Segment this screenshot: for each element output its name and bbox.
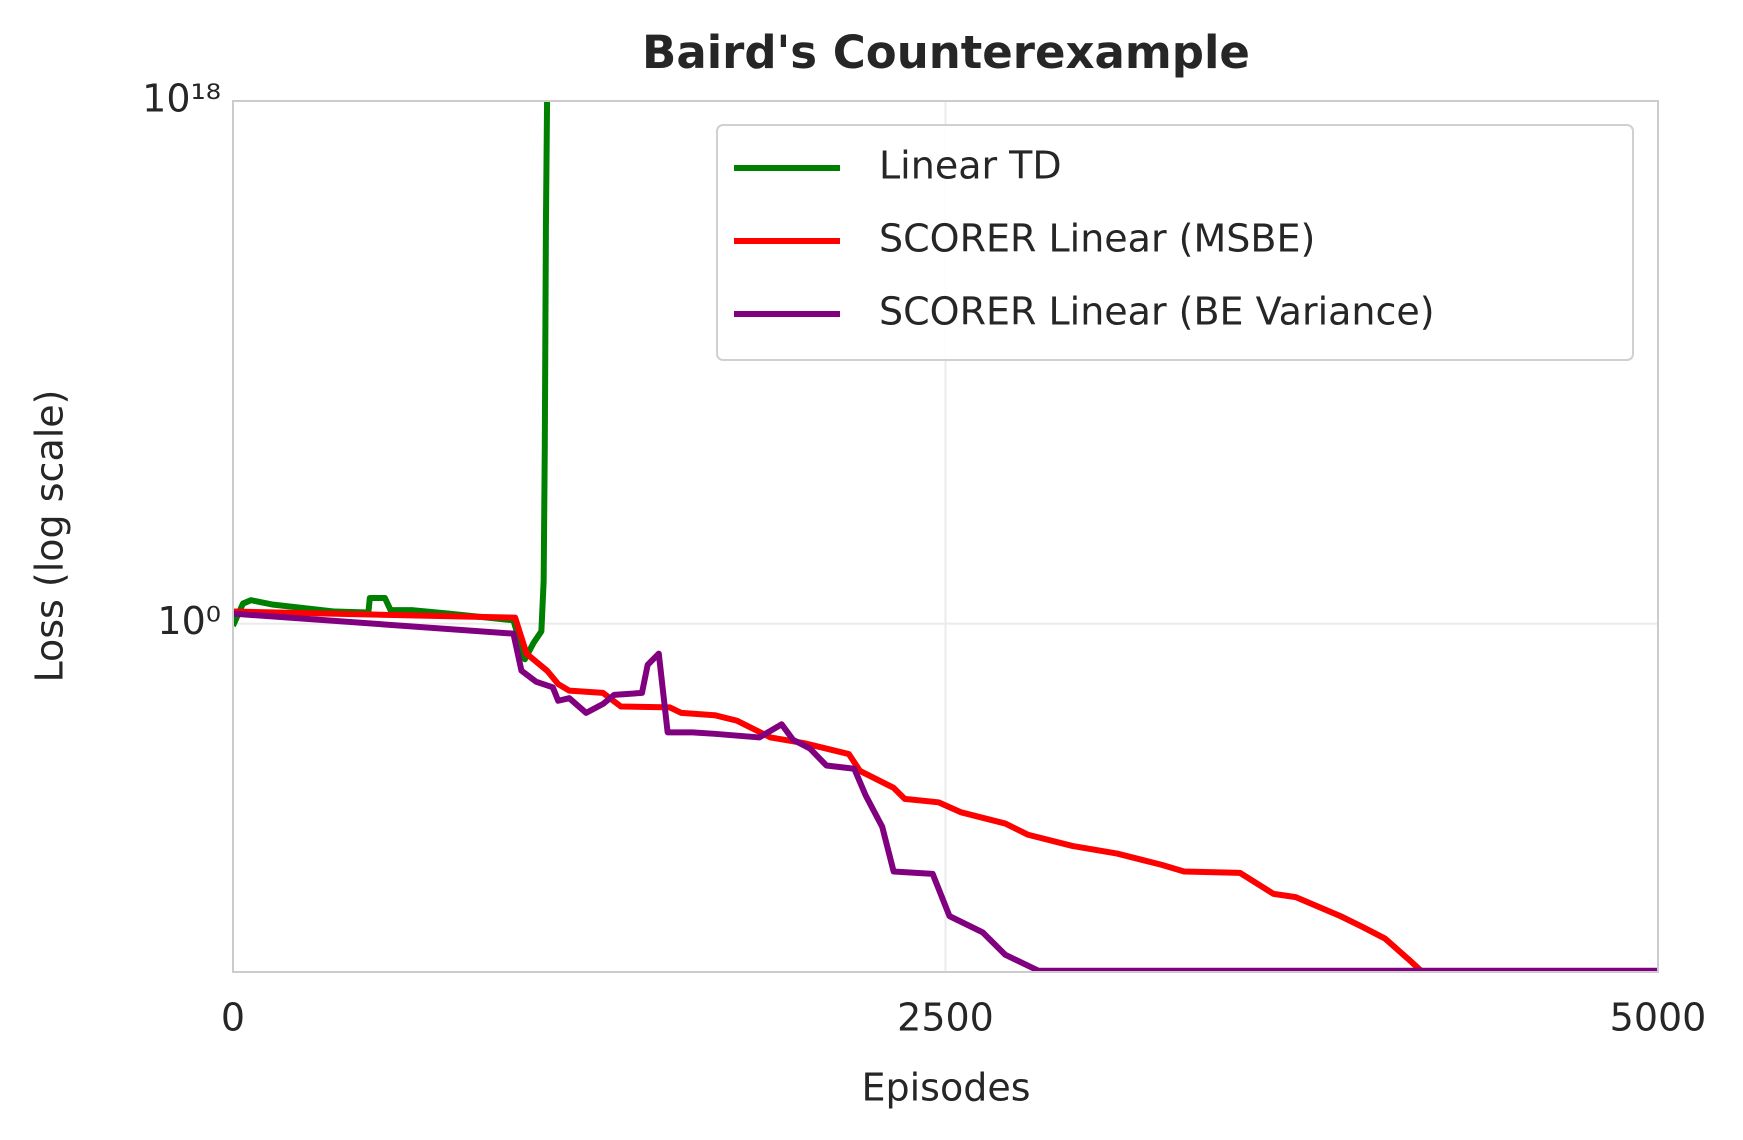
legend-box xyxy=(716,124,1634,361)
series-line xyxy=(233,608,1425,972)
chart-title: Baird's Counterexample xyxy=(642,26,1250,79)
legend: Linear TD SCORER Linear (MSBE) SCORER Line… xyxy=(716,124,1634,361)
y-tick-label: 10¹⁸ xyxy=(142,77,221,121)
legend-label: SCORER Linear (BE Variance) xyxy=(879,290,1435,334)
x-axis-label: Episodes xyxy=(861,1066,1030,1110)
legend-label: Linear TD xyxy=(879,144,1062,188)
x-tick-label: 2500 xyxy=(897,996,994,1040)
x-tick-label: 0 xyxy=(221,996,245,1040)
plot-frame xyxy=(232,100,1659,973)
series-line xyxy=(233,101,551,663)
legend-label: SCORER Linear (MSBE) xyxy=(879,217,1315,261)
plot-lines xyxy=(233,101,1658,972)
y-tick-label: 10⁰ xyxy=(157,599,221,643)
x-tick-label: 5000 xyxy=(1610,996,1707,1040)
y-axis-label: Loss (log scale) xyxy=(28,390,72,683)
series-line xyxy=(233,610,1658,972)
